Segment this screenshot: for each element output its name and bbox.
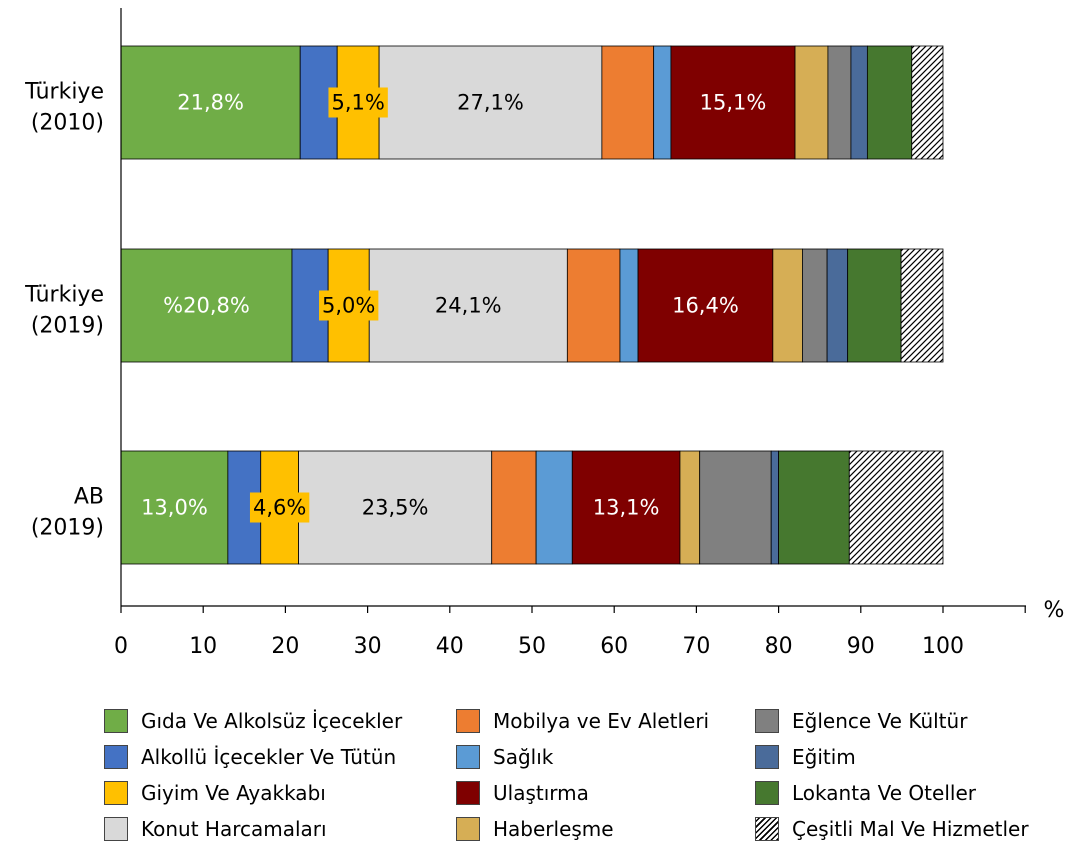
bar-segment — [826, 248, 849, 363]
legend-label: Giyim Ve Ayakkabı — [141, 781, 326, 805]
legend-label: Eğlence Ve Kültür — [792, 709, 968, 733]
bar-segment — [699, 450, 772, 565]
bar-segment — [120, 45, 301, 160]
legend-swatch — [456, 817, 480, 841]
bar-segment — [802, 248, 828, 363]
bar-segment — [619, 248, 639, 363]
data-label: 15,1% — [700, 91, 767, 115]
bar-segment — [491, 450, 537, 565]
data-label: 13,1% — [593, 496, 660, 520]
bar-segment — [827, 45, 852, 160]
legend-item: Sağlık — [456, 742, 553, 772]
bar-segment — [535, 450, 573, 565]
legend-label: Çeşitli Mal Ve Hizmetler — [792, 817, 1029, 841]
data-label: 21,8% — [177, 91, 244, 115]
legend-label: Mobilya ve Ev Aletleri — [493, 709, 710, 733]
bar-segment — [670, 45, 796, 160]
category-label: (2010) — [31, 111, 104, 136]
x-tick-label: 10 — [189, 634, 217, 659]
legend-item: Mobilya ve Ev Aletleri — [456, 706, 709, 736]
category-label: Türkiye — [24, 283, 104, 308]
legend-swatch — [755, 781, 779, 805]
x-tick-label: 50 — [518, 634, 546, 659]
legend-swatch — [456, 745, 480, 769]
data-label: 23,5% — [362, 496, 429, 520]
legend-swatch — [104, 781, 128, 805]
legend-item: Çeşitli Mal Ve Hizmetler — [755, 814, 1029, 844]
legend-label: Gıda Ve Alkolsüz İçecekler — [141, 709, 403, 733]
bar-segment — [850, 45, 868, 160]
x-tick-label: 30 — [354, 634, 382, 659]
legend-item: Alkollü İçecekler Ve Tütün — [104, 742, 396, 772]
x-tick-label: 60 — [600, 634, 628, 659]
bar-segment — [794, 45, 829, 160]
bar-segment — [298, 450, 493, 565]
legend-item: Gıda Ve Alkolsüz İçecekler — [104, 706, 402, 736]
bar-segment — [571, 450, 681, 565]
bar-segment — [848, 450, 944, 565]
x-tick-label: 100 — [922, 634, 964, 659]
legend-swatch — [755, 745, 779, 769]
category-label: AB — [74, 485, 104, 510]
data-label: 16,4% — [672, 294, 739, 318]
legend-swatch — [755, 709, 779, 733]
legend-item: Giyim Ve Ayakkabı — [104, 778, 326, 808]
legend-item: Lokanta Ve Oteller — [755, 778, 976, 808]
data-label: %20,8% — [163, 294, 250, 318]
x-tick-label: 40 — [436, 634, 464, 659]
bar-segment — [778, 450, 850, 565]
bar-segment — [866, 45, 913, 160]
legend-label: Konut Harcamaları — [141, 817, 327, 841]
legend-swatch — [456, 781, 480, 805]
bar-segment — [847, 248, 902, 363]
bar-segment — [378, 45, 603, 160]
legend-swatch — [104, 817, 128, 841]
bar-segment — [120, 248, 293, 363]
data-label: 4,6% — [253, 496, 306, 520]
data-label-background — [319, 290, 379, 321]
data-label-background — [328, 87, 388, 118]
legend-swatch — [755, 817, 779, 841]
bar-segment — [637, 248, 774, 363]
bar-segment — [601, 45, 655, 160]
x-tick-label: 20 — [271, 634, 299, 659]
data-label: 13,0% — [141, 496, 208, 520]
legend-item: Ulaştırma — [456, 778, 589, 808]
x-tick-label: 70 — [682, 634, 710, 659]
bar-segment — [566, 248, 621, 363]
bar-segment — [770, 450, 780, 565]
legend-item: Konut Harcamaları — [104, 814, 327, 844]
category-label: (2019) — [31, 314, 104, 339]
legend-label: Ulaştırma — [493, 781, 589, 805]
data-label-background — [249, 492, 310, 523]
legend-item: Eğlence Ve Kültür — [755, 706, 967, 736]
x-tick-label: 80 — [765, 634, 793, 659]
legend-item: Eğitim — [755, 742, 856, 772]
stacked-bar-chart: 21,8% 5,1% 27,1% 15,1% %20,8% 5,0% 24,1% 16,4% 1… — [24, 8, 1065, 659]
legend-label: Haberleşme — [493, 817, 614, 841]
bar-segment — [653, 45, 672, 160]
bar-segment — [900, 248, 944, 363]
legend-item: Haberleşme — [456, 814, 614, 844]
data-label: 24,1% — [435, 294, 502, 318]
data-label: 5,0% — [322, 294, 375, 318]
x-tick-label: 0 — [114, 634, 128, 659]
x-tick-label: 90 — [847, 634, 875, 659]
bar-segment — [679, 450, 701, 565]
legend-swatch — [456, 709, 480, 733]
bar-segment — [911, 45, 944, 160]
category-label: (2019) — [31, 516, 104, 541]
legend-label: Eğitim — [792, 745, 856, 769]
category-label: Türkiye — [24, 80, 104, 105]
legend-swatch — [104, 709, 128, 733]
legend-label: Alkollü İçecekler Ve Tütün — [141, 745, 397, 769]
data-label: 5,1% — [331, 91, 384, 115]
bar-segment — [772, 248, 803, 363]
legend-label: Sağlık — [493, 745, 554, 769]
data-label: 27,1% — [457, 91, 524, 115]
legend-label: Lokanta Ve Oteller — [792, 781, 976, 805]
legend-swatch — [104, 745, 128, 769]
x-unit-label: % — [1044, 598, 1065, 623]
